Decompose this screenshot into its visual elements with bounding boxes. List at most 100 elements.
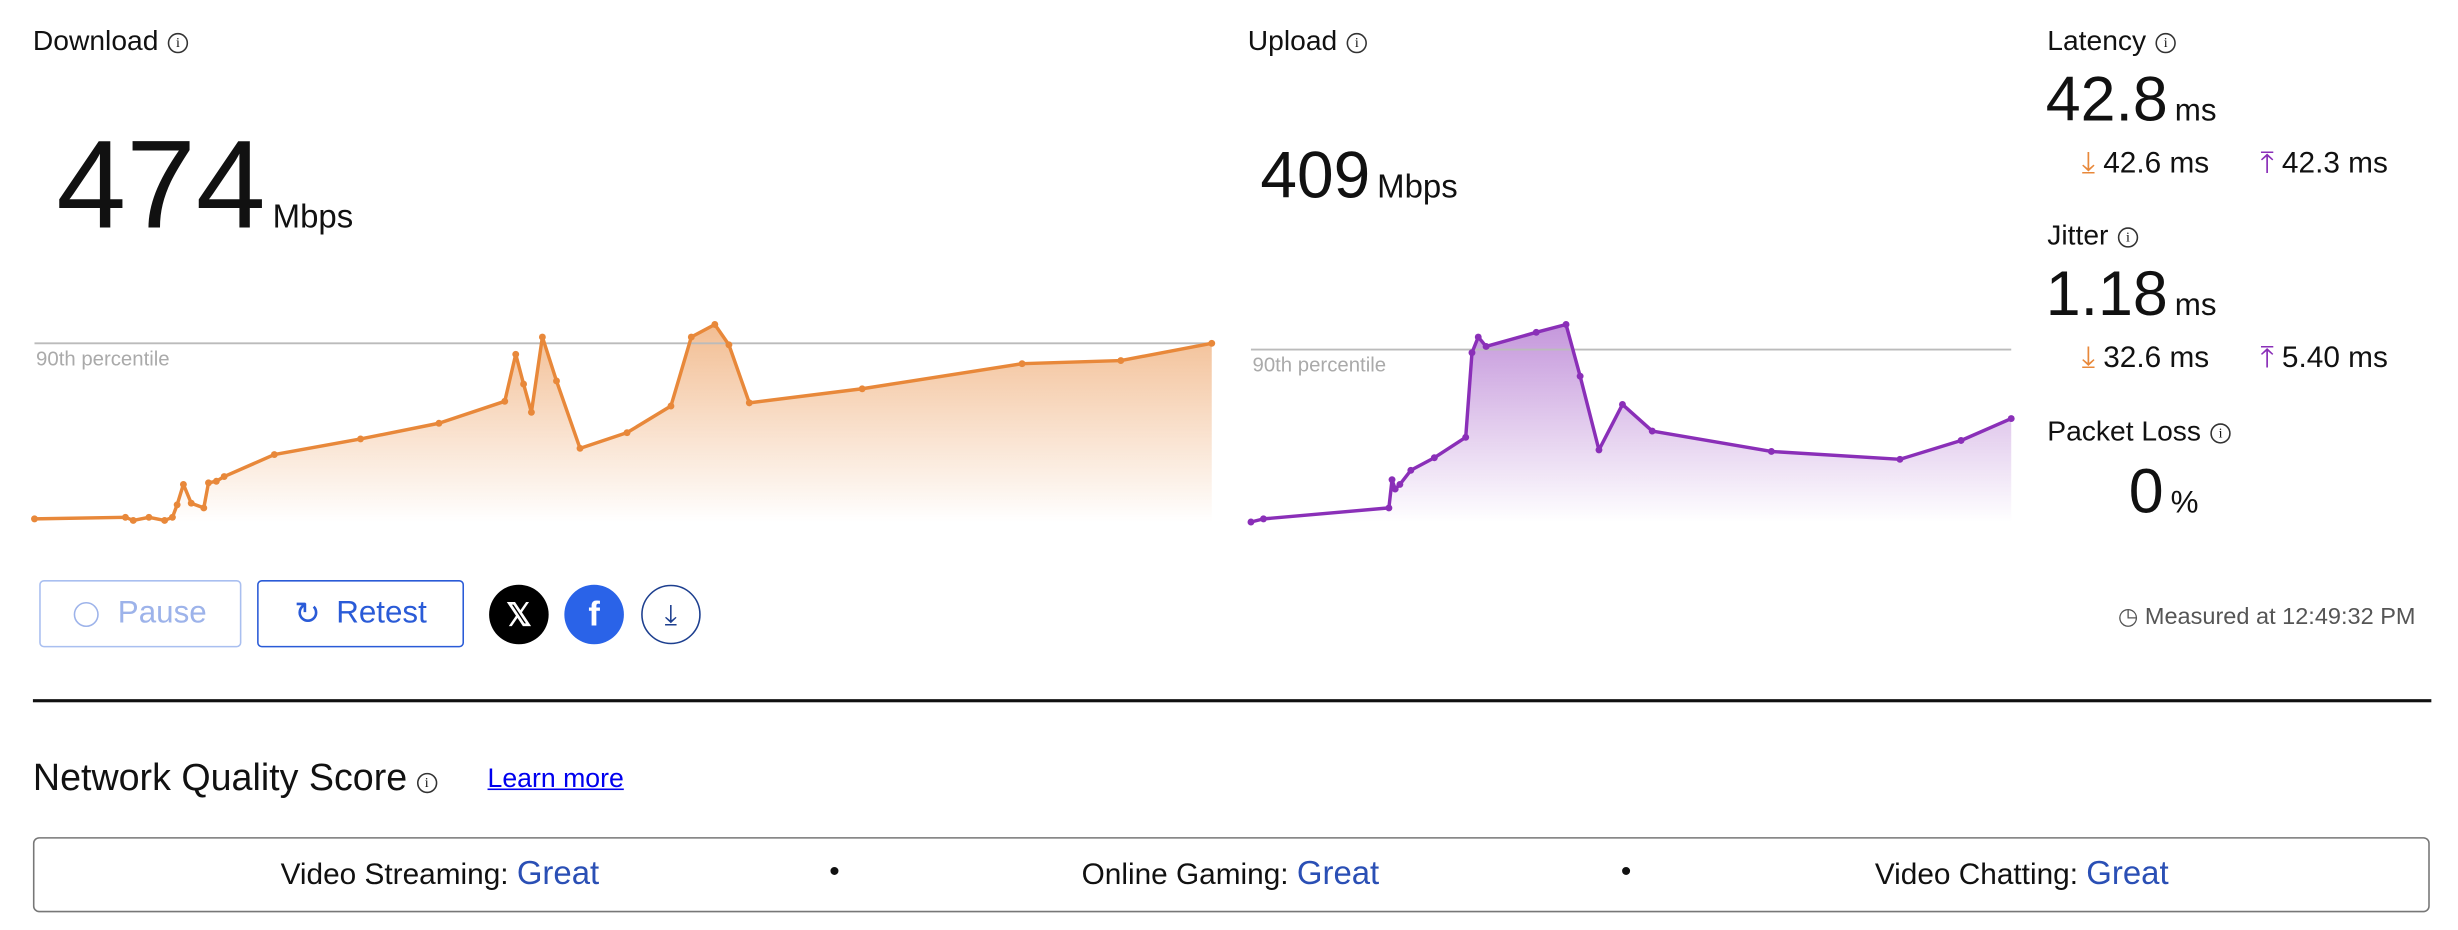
point — [1957, 437, 1965, 444]
point — [212, 477, 220, 485]
point — [1468, 349, 1476, 357]
point — [1474, 333, 1482, 341]
point — [31, 515, 38, 523]
upload-label: Upload — [1247, 25, 1338, 57]
upload-unit: Mbps — [1377, 169, 1458, 206]
point — [1407, 466, 1415, 474]
quality-rating: Great — [516, 855, 600, 892]
point — [1208, 339, 1216, 347]
latency-value: 42.8 — [2045, 65, 2168, 135]
info-icon[interactable]: i — [2117, 227, 2139, 248]
point — [1117, 357, 1125, 364]
point — [553, 377, 560, 385]
point — [205, 479, 212, 487]
pause-label: Pause — [117, 595, 207, 631]
point — [187, 499, 195, 507]
learn-more-link[interactable]: Learn more — [487, 763, 624, 794]
point — [858, 385, 866, 393]
point — [576, 444, 584, 452]
point — [1562, 321, 1570, 328]
share-x[interactable]: 𝕏 — [489, 584, 549, 645]
point — [1018, 360, 1026, 368]
point — [1532, 328, 1540, 336]
quality-title: Network Quality Score — [32, 757, 408, 800]
point — [129, 516, 137, 524]
point — [538, 333, 546, 341]
point — [1430, 454, 1438, 462]
download-results[interactable]: ⤓ — [641, 584, 701, 645]
jitter-value: 1.18 — [2045, 260, 2168, 330]
quality-label: Video Chatting: — [1874, 859, 2078, 892]
point — [725, 341, 733, 349]
point — [667, 402, 675, 410]
info-icon[interactable]: i — [167, 32, 189, 54]
upload-value: 409 — [1260, 137, 1371, 212]
info-icon[interactable]: i — [416, 772, 437, 794]
point — [435, 419, 443, 427]
point — [145, 513, 153, 521]
quality-label: Video Streaming: — [280, 859, 509, 892]
point — [1576, 372, 1584, 380]
packet-loss-value: 0 — [2128, 457, 2164, 527]
quality-box — [32, 837, 2430, 913]
point — [2007, 415, 2015, 422]
point — [501, 397, 509, 405]
jitter-label: Jitter — [2047, 219, 2109, 251]
info-icon[interactable]: i — [1346, 32, 1368, 54]
point — [1260, 515, 1267, 523]
point — [623, 429, 631, 437]
point — [512, 350, 520, 358]
line — [1250, 322, 2012, 524]
point — [1482, 342, 1490, 350]
retest-label: Retest — [336, 595, 427, 631]
point — [1619, 400, 1626, 408]
point — [1247, 518, 1255, 526]
point — [1648, 427, 1656, 435]
point — [520, 380, 528, 388]
point — [527, 408, 535, 416]
area — [1250, 324, 2012, 523]
retest-button[interactable]: ↻ Retest — [257, 580, 465, 648]
download-label: Download — [32, 25, 159, 57]
point — [179, 480, 187, 488]
point — [1767, 448, 1775, 455]
download-value: 474 — [56, 114, 266, 254]
point — [1896, 455, 1904, 463]
point — [1385, 504, 1393, 512]
point — [220, 473, 228, 480]
point — [168, 513, 176, 521]
area — [34, 324, 1212, 523]
point — [1391, 485, 1399, 493]
jitter-unit: ms — [2174, 288, 2217, 323]
pause-button[interactable]: Pause — [39, 580, 242, 648]
point — [200, 504, 208, 512]
info-icon[interactable]: i — [2210, 423, 2231, 444]
point — [1388, 476, 1396, 484]
latency-up: 42.3 ms — [2281, 147, 2388, 181]
latency-unit: ms — [2174, 94, 2217, 129]
measured-time: Measured at 12:49:32 PM — [2144, 603, 2416, 631]
latency-down: 42.6 ms — [2103, 147, 2210, 181]
quality-rating: Great — [2086, 855, 2169, 892]
jitter-up: 5.40 ms — [2281, 341, 2388, 375]
share-facebook[interactable]: f — [564, 584, 624, 645]
point — [1595, 446, 1603, 454]
point — [161, 516, 169, 524]
jitter-down: 32.6 ms — [2103, 341, 2210, 375]
quality-label: Online Gaming: — [1081, 859, 1289, 892]
point — [173, 501, 181, 509]
point — [687, 333, 695, 341]
point — [711, 321, 719, 328]
divider — [32, 699, 2432, 703]
point — [357, 435, 364, 443]
point — [121, 513, 129, 521]
point — [270, 451, 278, 459]
latency-label: Latency — [2047, 25, 2147, 57]
packet-loss-label: Packet Loss — [2047, 415, 2202, 447]
percentile-label: 90th percentile — [36, 348, 170, 370]
download-unit: Mbps — [272, 199, 354, 236]
point — [745, 399, 753, 407]
info-icon[interactable]: i — [2155, 32, 2176, 54]
